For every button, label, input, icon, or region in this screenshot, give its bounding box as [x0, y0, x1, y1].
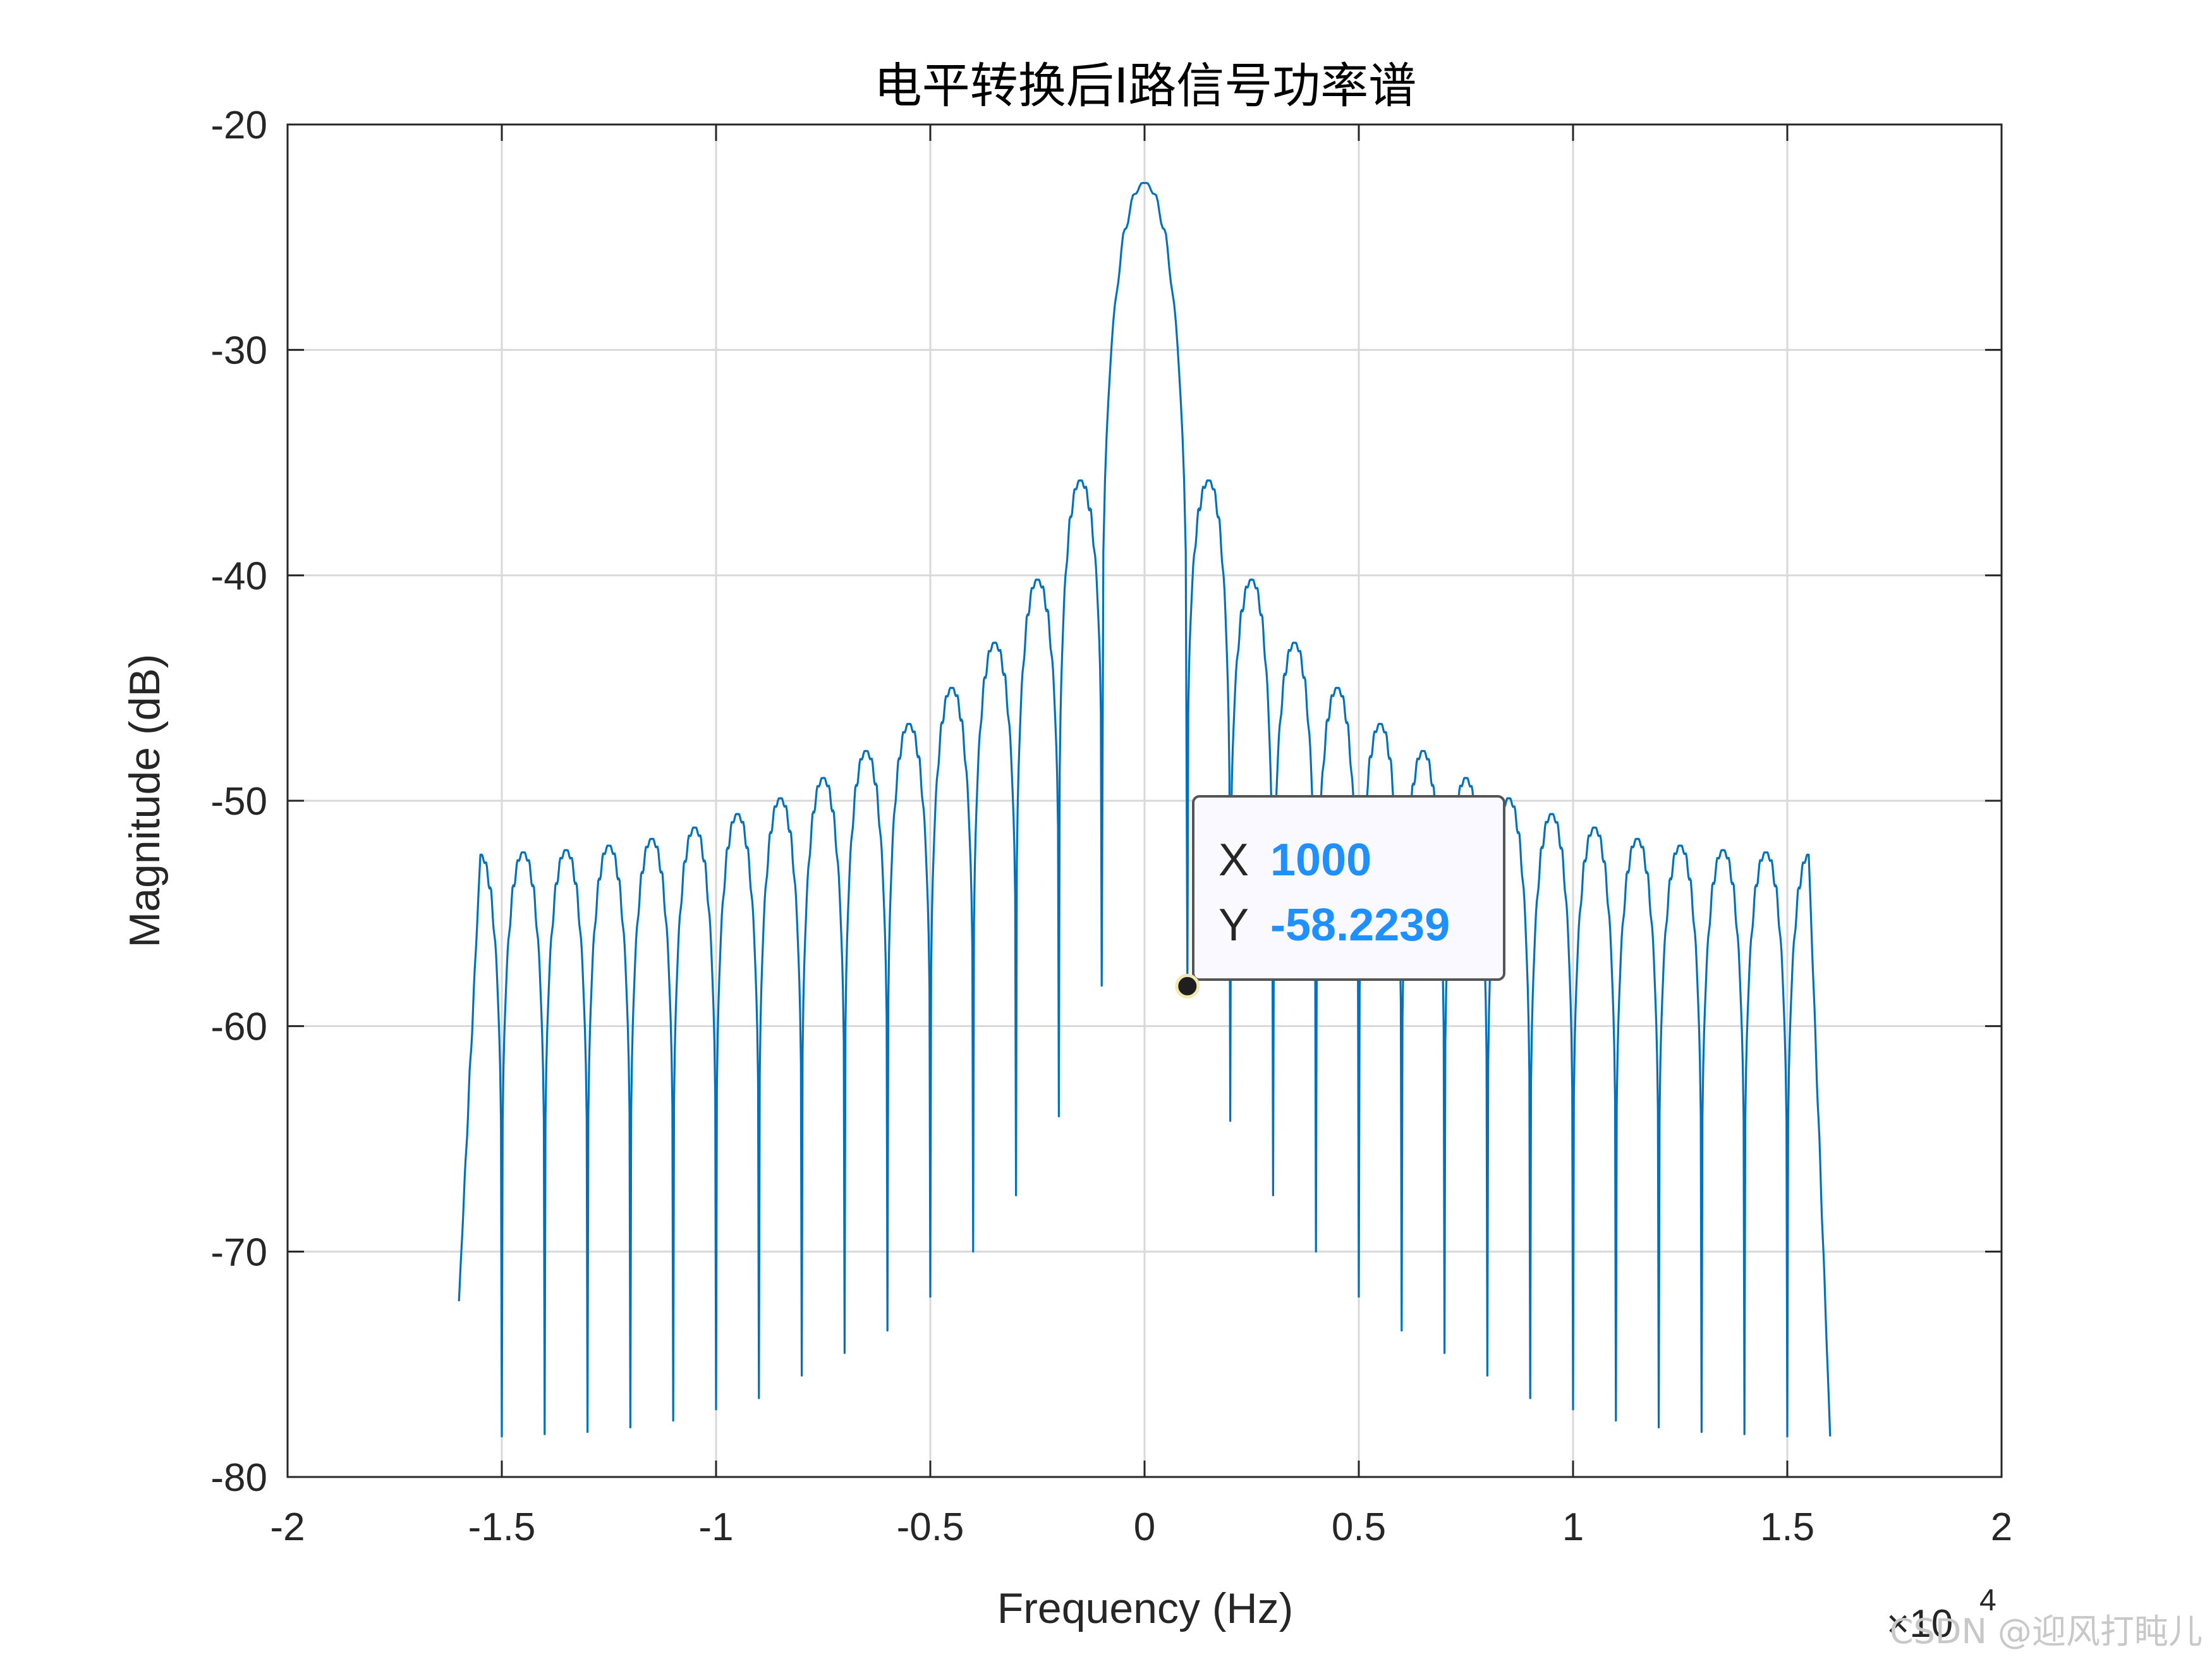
y-tick-label: -40 [210, 554, 267, 598]
x-tick-label: -1.5 [468, 1505, 536, 1549]
y-tick-label: -80 [210, 1456, 267, 1500]
x-tick-labels: -2 -1.5 -1 -0.5 0 0.5 1 1.5 2 [270, 1505, 2012, 1549]
y-tick-label: -30 [210, 329, 267, 373]
plot-area [286, 123, 2003, 1478]
datatip-x-label: X [1218, 835, 1249, 885]
y-tick-label: -60 [210, 1006, 267, 1049]
y-tick-label: -20 [210, 104, 267, 147]
x-tick-label: -0.5 [897, 1505, 964, 1549]
x-exponent: ×10 4 [1887, 1584, 1996, 1646]
spectrum-line [458, 181, 1832, 1438]
x-tick-label: -1 [698, 1505, 733, 1549]
x-tick-label: 0 [1134, 1505, 1155, 1549]
y-tick-label: -50 [210, 780, 267, 823]
x-tick-label: 1 [1562, 1505, 1584, 1549]
x-tick-label: 2 [1991, 1505, 2012, 1549]
axes-box [286, 123, 2003, 1478]
watermark: CSDN @迎风打盹儿 [1890, 1612, 2203, 1651]
x-axis-label: Frequency (Hz) [997, 1584, 1294, 1632]
x-exponent-base: ×10 [1887, 1602, 1953, 1646]
x-exponent-power: 4 [1979, 1584, 1996, 1617]
series-spectrum [458, 181, 1832, 1438]
datatip-box [1192, 795, 1505, 981]
datatip-x-value: 1000 [1270, 835, 1371, 885]
datatip-marker[interactable] [1175, 973, 1200, 999]
y-axis-label: Magnitude (dB) [121, 654, 169, 948]
datatip[interactable]: X 1000 Y -58.2239 [1175, 795, 1505, 999]
x-tick-label: 1.5 [1760, 1505, 1814, 1549]
x-tick-label: -2 [270, 1505, 305, 1549]
x-tick-label: 0.5 [1332, 1505, 1386, 1549]
datatip-y-label: Y [1218, 900, 1249, 951]
y-tick-labels: -80 -70 -60 -50 -40 -30 -20 [210, 104, 267, 1500]
datatip-y-value: -58.2239 [1270, 900, 1450, 951]
chart-title: 电平转换后I路信号功率谱 [874, 58, 1416, 114]
y-tick-label: -70 [210, 1231, 267, 1274]
